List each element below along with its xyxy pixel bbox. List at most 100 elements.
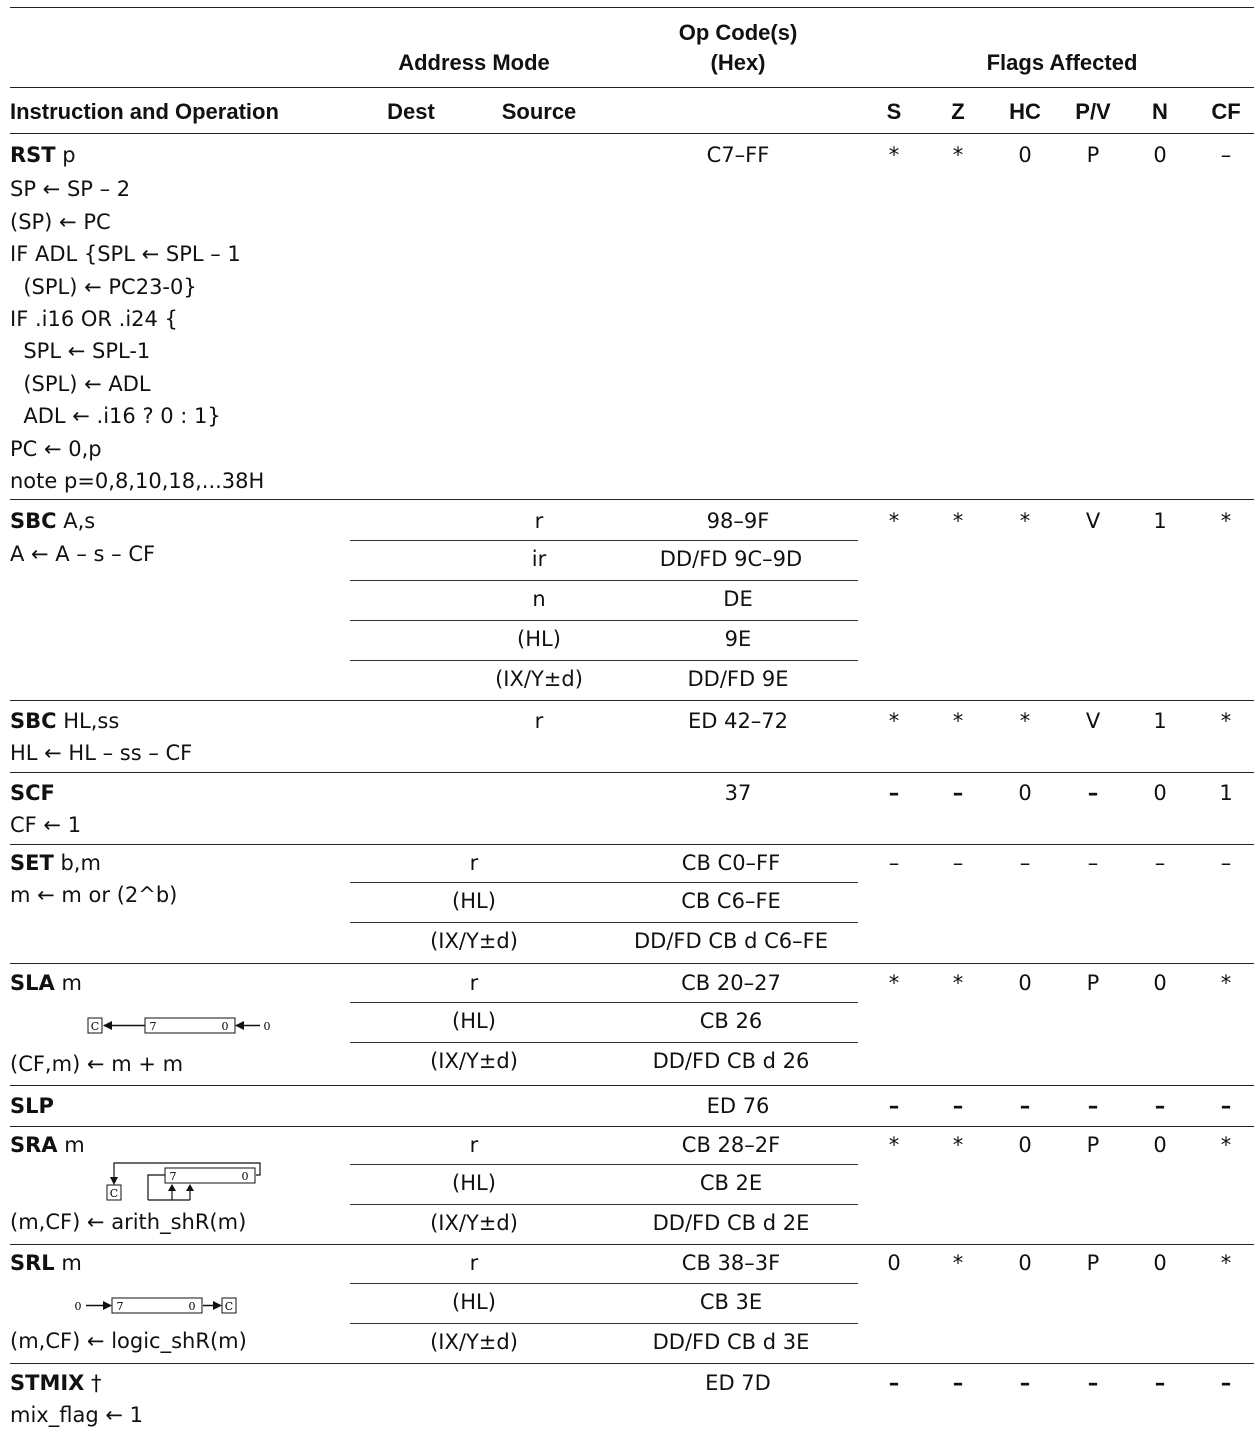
rst-line: (SP) ← PC <box>10 210 111 234</box>
svg-text:7: 7 <box>117 1300 124 1313</box>
srl-flag-n: 0 <box>1153 1251 1167 1275</box>
set-opcode: DD/FD CB d C6–FE <box>634 929 828 953</box>
sbc-a-opcode: 9E <box>724 627 752 651</box>
svg-text:C: C <box>225 1300 233 1313</box>
srl-shift-diagram: 0 7 0 C <box>75 1297 237 1314</box>
sbc-a-source: n <box>532 587 546 611</box>
rst-line: IF .i16 OR .i24 { <box>10 307 178 331</box>
srl-title: SRL m <box>10 1251 82 1275</box>
top-rule <box>10 7 1254 8</box>
stmix-title: STMIX † <box>10 1371 102 1395</box>
set-flag-s: – <box>888 851 900 875</box>
mode-divider <box>350 882 858 883</box>
set-opcode: CB C6–FE <box>681 889 781 913</box>
sbc-a-opcode: DD/FD 9C–9D <box>659 547 803 571</box>
mode-divider <box>350 1164 858 1165</box>
rst-line: note p=0,8,10,18,...38H <box>10 469 265 493</box>
row-rule <box>10 499 1254 500</box>
sra-flag-hc: 0 <box>1018 1133 1032 1157</box>
sla-flag-cf: * <box>1220 971 1232 995</box>
row-rule <box>10 1244 1254 1245</box>
sbc-hl-flag-hc: * <box>1019 709 1031 733</box>
set-flag-cf: – <box>1220 851 1232 875</box>
mode-divider <box>350 1323 858 1324</box>
header-source: Source <box>501 99 577 124</box>
rst-flag-z: * <box>952 143 964 167</box>
sra-flag-s: * <box>888 1133 900 1157</box>
sla-shift-diagram: C 7 0 0 <box>87 1017 271 1034</box>
sbc-a-source: ir <box>531 547 547 571</box>
sbc-hl-flag-pv: V <box>1085 709 1101 733</box>
stmix-flag-s: – <box>888 1371 900 1395</box>
mode-divider <box>350 1042 858 1043</box>
sla-opcode: DD/FD CB d 26 <box>652 1049 810 1073</box>
sbc-a-title: SBC A,s <box>10 509 96 533</box>
header-op-codes: Op Code(s) <box>678 20 798 45</box>
sla-opcode: CB 20–27 <box>681 971 781 995</box>
stmix-flag-pv: – <box>1087 1371 1099 1395</box>
stmix-operation: mix_flag ← 1 <box>10 1403 143 1427</box>
sla-operation: (CF,m) ← m + m <box>10 1052 184 1076</box>
sbc-a-operation: A ← A – s – CF <box>10 542 156 566</box>
header-flag-cf: CF <box>1211 99 1241 124</box>
sla-flag-pv: P <box>1086 971 1100 995</box>
set-flag-z: – <box>952 851 964 875</box>
set-dest: (HL) <box>452 889 496 913</box>
sla-flag-n: 0 <box>1153 971 1167 995</box>
mode-divider <box>350 1283 858 1284</box>
slp-flag-cf: – <box>1220 1094 1232 1118</box>
sra-flag-z: * <box>952 1133 964 1157</box>
stmix-flag-n: – <box>1154 1371 1166 1395</box>
srl-flag-s: 0 <box>887 1251 901 1275</box>
row-rule <box>10 1363 1254 1364</box>
srl-opcode: DD/FD CB d 3E <box>652 1330 810 1354</box>
rst-line: SP ← SP – 2 <box>10 177 131 201</box>
rst-flag-n: 0 <box>1153 143 1167 167</box>
srl-flag-cf: * <box>1220 1251 1232 1275</box>
sla-opcode: CB 26 <box>699 1009 763 1033</box>
header-rule <box>10 87 1254 88</box>
stmix-flag-cf: – <box>1220 1371 1232 1395</box>
header-flag-s: S <box>886 99 902 124</box>
header-flag-hc: HC <box>1009 99 1041 124</box>
rst-opcode: C7–FF <box>706 143 770 167</box>
stmix-flag-hc: – <box>1019 1371 1031 1395</box>
sla-flag-z: * <box>952 971 964 995</box>
srl-dest: (IX/Y±d) <box>430 1330 518 1354</box>
set-flag-hc: – <box>1019 851 1031 875</box>
srl-dest: (HL) <box>452 1290 496 1314</box>
row-rule <box>10 1126 1254 1127</box>
scf-flag-hc: 0 <box>1018 781 1032 805</box>
sra-operation: (m,CF) ← arith_shR(m) <box>10 1210 247 1234</box>
stmix-opcode: ED 7D <box>705 1371 771 1395</box>
sra-flag-n: 0 <box>1153 1133 1167 1157</box>
sra-opcode: CB 28–2F <box>681 1133 781 1157</box>
mode-divider <box>350 1002 858 1003</box>
srl-dest: r <box>469 1251 479 1275</box>
mode-divider <box>350 620 858 621</box>
scf-operation: CF ← 1 <box>10 813 82 837</box>
sbc-a-flag-z: * <box>952 509 964 533</box>
sra-dest: (HL) <box>452 1171 496 1195</box>
sbc-a-opcode: DE <box>723 587 753 611</box>
sla-dest: r <box>469 971 479 995</box>
row-rule <box>10 700 1254 701</box>
slp-flag-hc: – <box>1019 1094 1031 1118</box>
stmix-flag-z: – <box>952 1371 964 1395</box>
sbc-a-source: (IX/Y±d) <box>495 667 583 691</box>
header-flags-affected: Flags Affected <box>986 50 1138 75</box>
scf-flag-n: 0 <box>1153 781 1167 805</box>
sbc-a-source: (HL) <box>517 627 561 651</box>
rst-line: IF ADL {SPL ← SPL – 1 <box>10 242 241 266</box>
rst-flag-s: * <box>888 143 900 167</box>
svg-text:C: C <box>110 1187 118 1200</box>
sla-flag-hc: 0 <box>1018 971 1032 995</box>
row-rule <box>10 1085 1254 1086</box>
sbc-a-opcode: DD/FD 9E <box>687 667 789 691</box>
scf-title: SCF <box>10 781 55 805</box>
sra-dest: (IX/Y±d) <box>430 1211 518 1235</box>
sbc-hl-flag-s: * <box>888 709 900 733</box>
header-address-mode: Address Mode <box>398 50 550 75</box>
svg-text:0: 0 <box>242 1170 249 1183</box>
header-flag-n: N <box>1152 99 1168 124</box>
